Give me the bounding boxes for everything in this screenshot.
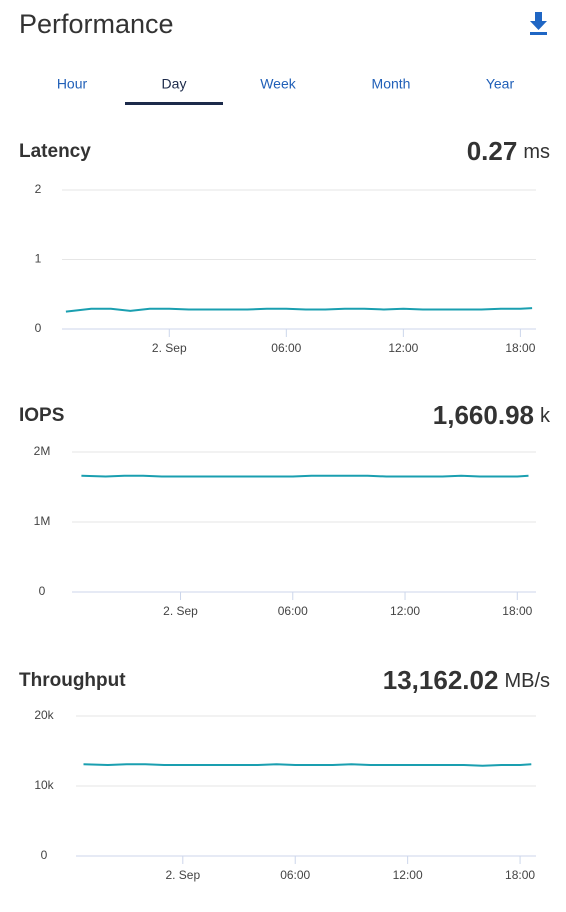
x-tick-label: 2. Sep (152, 341, 187, 355)
tab[interactable]: Hour (57, 76, 88, 92)
y-tick-label: 0 (41, 848, 48, 862)
page-title: Performance (19, 9, 174, 39)
series-line (65, 307, 533, 313)
download-icon (530, 21, 547, 30)
tab[interactable]: Day (162, 76, 187, 92)
download-icon (535, 12, 542, 22)
summary-value: 0.27 (467, 136, 518, 166)
x-tick-label: 18:00 (502, 604, 532, 618)
series-line (83, 763, 532, 767)
y-tick-label: 1M (34, 514, 51, 528)
x-tick-label: 12:00 (390, 604, 420, 618)
download-button[interactable] (530, 12, 547, 35)
y-tick-label: 1 (35, 252, 42, 266)
x-tick-label: 2. Sep (163, 604, 198, 618)
summary-unit: ms (523, 141, 550, 163)
summary: 13,162.02 MB/s (383, 665, 550, 695)
download-icon (530, 32, 547, 35)
x-tick-label: 06:00 (271, 341, 301, 355)
tab[interactable]: Week (260, 76, 297, 92)
chart-title: Throughput (19, 670, 126, 691)
summary-value: 1,660.98 (433, 400, 534, 430)
x-tick-label: 06:00 (278, 604, 308, 618)
y-tick-label: 20k (34, 708, 54, 722)
summary: 0.27 ms (467, 136, 550, 166)
x-tick-label: 12:00 (388, 341, 418, 355)
series-line (81, 474, 529, 478)
summary: 1,660.98 k (433, 400, 551, 430)
y-tick-label: 2M (34, 444, 51, 458)
x-tick-label: 06:00 (280, 868, 310, 882)
chart-title: Latency (19, 141, 91, 162)
chart-title: IOPS (19, 405, 64, 426)
tab[interactable]: Year (486, 76, 515, 92)
tab[interactable]: Month (372, 76, 411, 92)
y-tick-label: 2 (35, 182, 42, 196)
y-tick-label: 10k (34, 778, 54, 792)
x-tick-label: 18:00 (505, 868, 535, 882)
y-tick-label: 0 (35, 321, 42, 335)
summary-value: 13,162.02 (383, 665, 499, 695)
summary-unit: MB/s (504, 670, 550, 692)
tab-underline (125, 102, 223, 105)
x-tick-label: 12:00 (393, 868, 423, 882)
x-tick-label: 18:00 (505, 341, 535, 355)
x-tick-label: 2. Sep (165, 868, 200, 882)
y-tick-label: 0 (39, 584, 46, 598)
summary-unit: k (540, 405, 551, 427)
